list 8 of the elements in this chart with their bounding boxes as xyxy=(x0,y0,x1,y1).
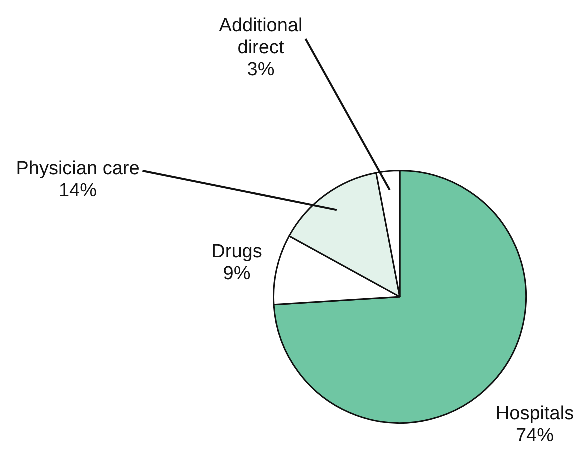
data-label: 9% xyxy=(223,264,251,285)
slice-label: Additional direct xyxy=(219,16,303,59)
slice-label: Physician care xyxy=(16,158,140,180)
slice-label: Drugs xyxy=(212,242,262,263)
data-label: 3% xyxy=(247,60,275,81)
slice-label: Hospitals xyxy=(496,404,574,425)
data-label: 74% xyxy=(516,426,554,447)
data-label: 14% xyxy=(58,180,98,202)
